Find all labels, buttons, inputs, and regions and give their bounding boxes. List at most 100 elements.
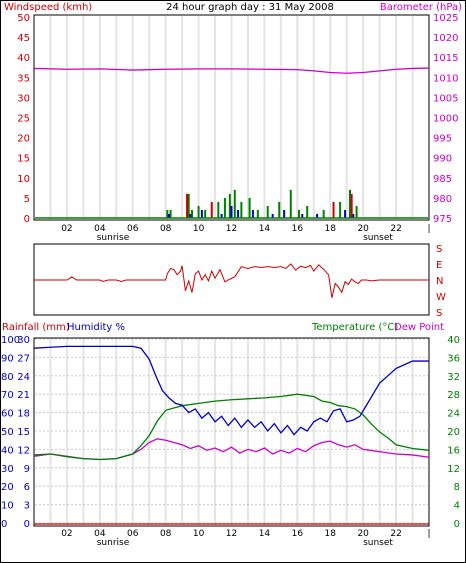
barometer-tick-label: 1005 xyxy=(433,93,458,104)
humidity-grid xyxy=(35,338,428,525)
humidity-x-tick-label: 08 xyxy=(160,529,172,539)
rainfall-tick-label: 27 xyxy=(17,353,30,364)
wind-x-tick-label: | xyxy=(427,224,430,234)
barometer-series xyxy=(33,67,430,74)
barometer-tick-label: 980 xyxy=(433,194,452,205)
direction-series xyxy=(34,263,429,298)
temperature-tick-label: 20 xyxy=(447,427,460,438)
humidity-tick-label: 30 xyxy=(1,464,14,475)
wind-x-tick-label: 16 xyxy=(292,224,304,234)
barometer-y-ticks: 1025 1020 1015 1010 1005 1000 995 990 985 980 975 xyxy=(433,13,458,225)
humidity-axis-label: Humidity % xyxy=(67,322,125,333)
wind-x-tick-label: 20 xyxy=(357,224,369,234)
direction-tick-label: S xyxy=(436,244,442,255)
windspeed-tick-label: 35 xyxy=(17,73,30,84)
wind-x-tick-label: 18 xyxy=(325,224,337,234)
rainfall-axis-label: Rainfall (mm) xyxy=(2,322,70,333)
temperature-axis-label: Temperature (°C) xyxy=(311,322,398,333)
barometer-tick-label: 1000 xyxy=(433,114,458,125)
humidity-tick-label: 70 xyxy=(1,390,14,401)
wind-x-tick-label: 02 xyxy=(61,224,72,234)
barometer-tick-label: 985 xyxy=(433,174,452,185)
wind-bars xyxy=(35,189,428,219)
rainfall-tick-label: 24 xyxy=(17,372,30,383)
rainfall-tick-label: 12 xyxy=(17,445,30,456)
sunset-label-top: sunset xyxy=(363,233,393,243)
rainfall-tick-label: 9 xyxy=(24,464,30,475)
humidity-x-tick-label: 12 xyxy=(226,529,237,539)
humidity-x-tick-label: 04 xyxy=(94,529,106,539)
direction-tick-label: N xyxy=(436,276,443,287)
windspeed-tick-label: 50 xyxy=(17,13,30,24)
rainfall-tick-label: 3 xyxy=(24,501,30,512)
windspeed-tick-label: 40 xyxy=(17,53,30,64)
temperature-tick-label: 24 xyxy=(447,409,460,420)
barometer-axis-label: Barometer (hPa) xyxy=(380,2,462,13)
humidity-x-tick-label: 02 xyxy=(61,529,72,539)
wind-x-tick-label: 10 xyxy=(193,224,205,234)
barometer-tick-label: 1020 xyxy=(433,33,458,44)
direction-tick-label: E xyxy=(436,260,442,271)
rainfall-tick-label: 15 xyxy=(17,427,30,438)
barometer-tick-label: 1025 xyxy=(433,13,458,24)
barometer-line xyxy=(33,67,430,74)
humidity-x-tick-label: 10 xyxy=(193,529,205,539)
wind-x-tick-label: 06 xyxy=(127,224,139,234)
direction-line xyxy=(34,263,429,298)
rainfall-tick-label: 21 xyxy=(17,390,30,401)
humidity-x-tick-label: 22 xyxy=(390,529,401,539)
wind-x-tick-label: 04 xyxy=(94,224,106,234)
barometer-tick-label: 975 xyxy=(433,214,452,225)
rainfall-tick-label: 6 xyxy=(24,482,30,493)
humidity-x-tick-label: 16 xyxy=(292,529,304,539)
sunrise-label-top: sunrise xyxy=(97,233,130,243)
dew-pointseries xyxy=(33,438,430,461)
humidity-temperature-lines xyxy=(33,345,430,525)
windspeed-tick-label: 10 xyxy=(17,174,30,185)
humidity-x-tick-label: 06 xyxy=(127,529,139,539)
barometer-tick-label: 990 xyxy=(433,154,452,165)
direction-tick-label: S xyxy=(436,308,442,319)
wind-x-ticks: 02 04 06 08 10 12 14 16 18 20 22 | xyxy=(61,224,430,234)
sunset-label-bottom: sunset xyxy=(363,538,393,548)
wind-x-tick-label: 12 xyxy=(226,224,237,234)
temperature-tick-label: 36 xyxy=(447,353,460,364)
barometer-tick-label: 1010 xyxy=(433,73,458,84)
dewpoint-axis-label: Dew Point xyxy=(394,322,444,333)
humidity-tick-label: 50 xyxy=(1,427,14,438)
temperature-tick-label: 40 xyxy=(447,335,460,346)
humidity-tick-label: 90 xyxy=(1,353,14,364)
wind-grid xyxy=(49,16,414,219)
humidity-tick-label: 10 xyxy=(1,501,14,512)
humidity-tick-label: 40 xyxy=(1,445,14,456)
temperature-tick-label: 28 xyxy=(447,390,460,401)
windspeed-tick-label: 20 xyxy=(17,134,30,145)
temperature-tick-label: 4 xyxy=(454,501,460,512)
wind-x-tick-label: 08 xyxy=(160,224,172,234)
windspeed-tick-label: 45 xyxy=(17,33,30,44)
temperature-tick-label: 16 xyxy=(447,445,460,456)
barometer-tick-label: 1015 xyxy=(433,53,458,64)
humidity-x-tick-label: | xyxy=(427,529,430,539)
wind-x-tick-label: 14 xyxy=(259,224,271,234)
humidity-tick-label: 60 xyxy=(1,409,14,420)
temperature-tick-label: 8 xyxy=(454,482,460,493)
rainfall-tick-label: 30 xyxy=(17,335,30,346)
humidity-series xyxy=(33,345,429,436)
windspeed-axis-label: Windspeed (kmh) xyxy=(4,2,92,13)
barometer-tick-label: 995 xyxy=(433,134,452,145)
temperature-tick-label: 32 xyxy=(447,372,460,383)
windspeed-tick-label: 5 xyxy=(24,194,30,205)
direction-tick-label: W xyxy=(436,292,446,303)
windspeed-tick-label: 25 xyxy=(17,114,30,125)
windspeed-tick-label: 30 xyxy=(17,93,30,104)
temperature-tick-label: 12 xyxy=(447,464,460,475)
sunrise-label-bottom: sunrise xyxy=(97,538,130,548)
temperature-c-series xyxy=(33,393,430,461)
